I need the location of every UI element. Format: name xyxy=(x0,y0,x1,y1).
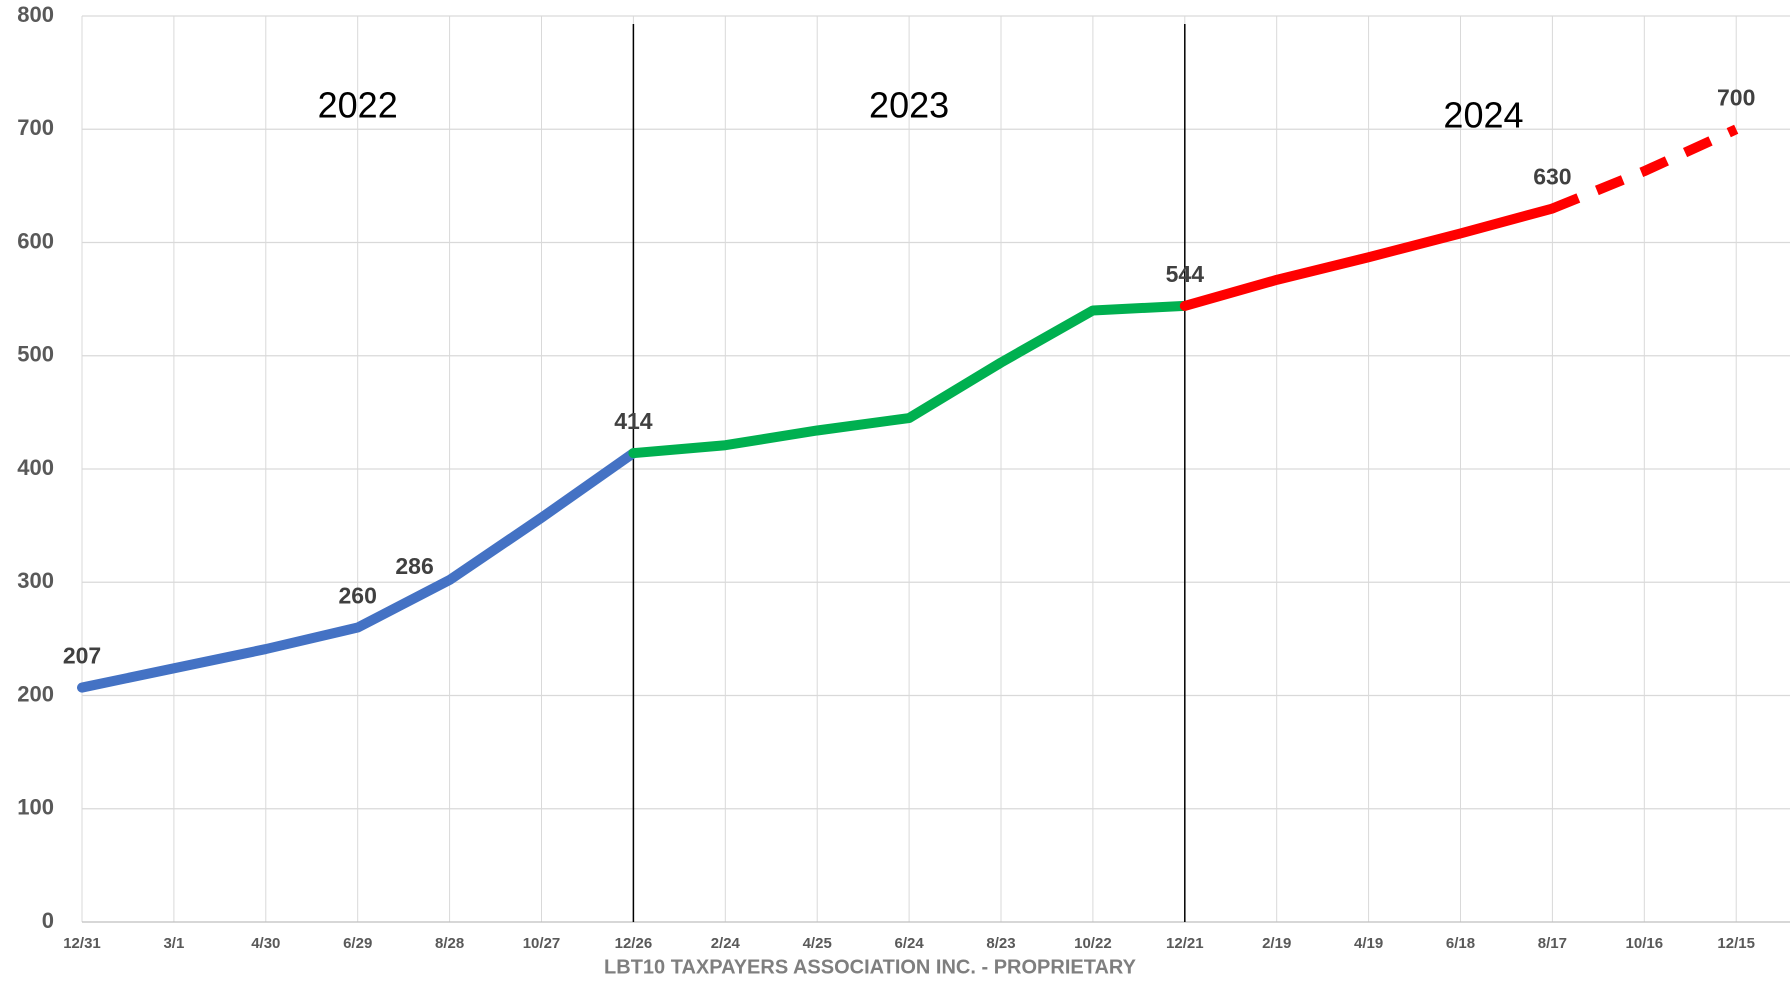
x-tick-label: 8/23 xyxy=(986,935,1015,952)
y-tick-label: 500 xyxy=(17,342,54,367)
series-line xyxy=(628,300,1190,459)
y-tick-label: 0 xyxy=(42,908,54,933)
x-tick-label: 12/15 xyxy=(1717,935,1755,952)
x-tick-label: 8/28 xyxy=(435,935,464,952)
data-label: 414 xyxy=(614,408,653,434)
x-tick-label: 6/29 xyxy=(343,935,372,952)
y-tick-label: 400 xyxy=(17,455,54,480)
x-tick-label: 6/18 xyxy=(1446,935,1475,952)
x-tick-label: 8/17 xyxy=(1538,935,1567,952)
source-note: LBT10 TAXPAYERS ASSOCIATION INC. - PROPR… xyxy=(604,956,1137,978)
series-line xyxy=(1550,124,1739,214)
series-line xyxy=(77,448,639,693)
data-label: 544 xyxy=(1166,261,1205,287)
x-tick-label: 10/16 xyxy=(1626,935,1664,952)
x-tick-label: 6/24 xyxy=(894,935,924,952)
y-tick-label: 300 xyxy=(17,568,54,593)
y-tick-label: 700 xyxy=(17,115,54,140)
data-label: 700 xyxy=(1717,84,1755,110)
x-tick-label: 10/27 xyxy=(523,935,561,952)
series-line xyxy=(1179,203,1558,311)
x-tick-label: 4/25 xyxy=(803,935,832,952)
data-label: 630 xyxy=(1533,164,1571,190)
data-label: 286 xyxy=(395,553,433,579)
data-label: 260 xyxy=(339,583,377,609)
x-tick-label: 10/22 xyxy=(1074,935,1112,952)
year-label: 2024 xyxy=(1443,95,1523,136)
x-tick-label: 3/1 xyxy=(163,935,184,952)
data-label: 207 xyxy=(63,643,101,669)
x-tick-label: 2/19 xyxy=(1262,935,1291,952)
year-label: 2022 xyxy=(318,85,398,126)
y-tick-label: 600 xyxy=(17,228,54,253)
x-tick-label: 12/21 xyxy=(1166,935,1204,952)
x-tick-label: 4/19 xyxy=(1354,935,1383,952)
year-label: 2023 xyxy=(869,85,949,126)
x-tick-label: 12/26 xyxy=(615,935,653,952)
y-tick-label: 100 xyxy=(17,795,54,820)
x-tick-label: 2/24 xyxy=(711,935,741,952)
y-tick-label: 200 xyxy=(17,681,54,706)
x-tick-label: 4/30 xyxy=(251,935,280,952)
x-tick-label: 12/31 xyxy=(63,935,101,952)
y-tick-label: 800 xyxy=(17,2,54,27)
